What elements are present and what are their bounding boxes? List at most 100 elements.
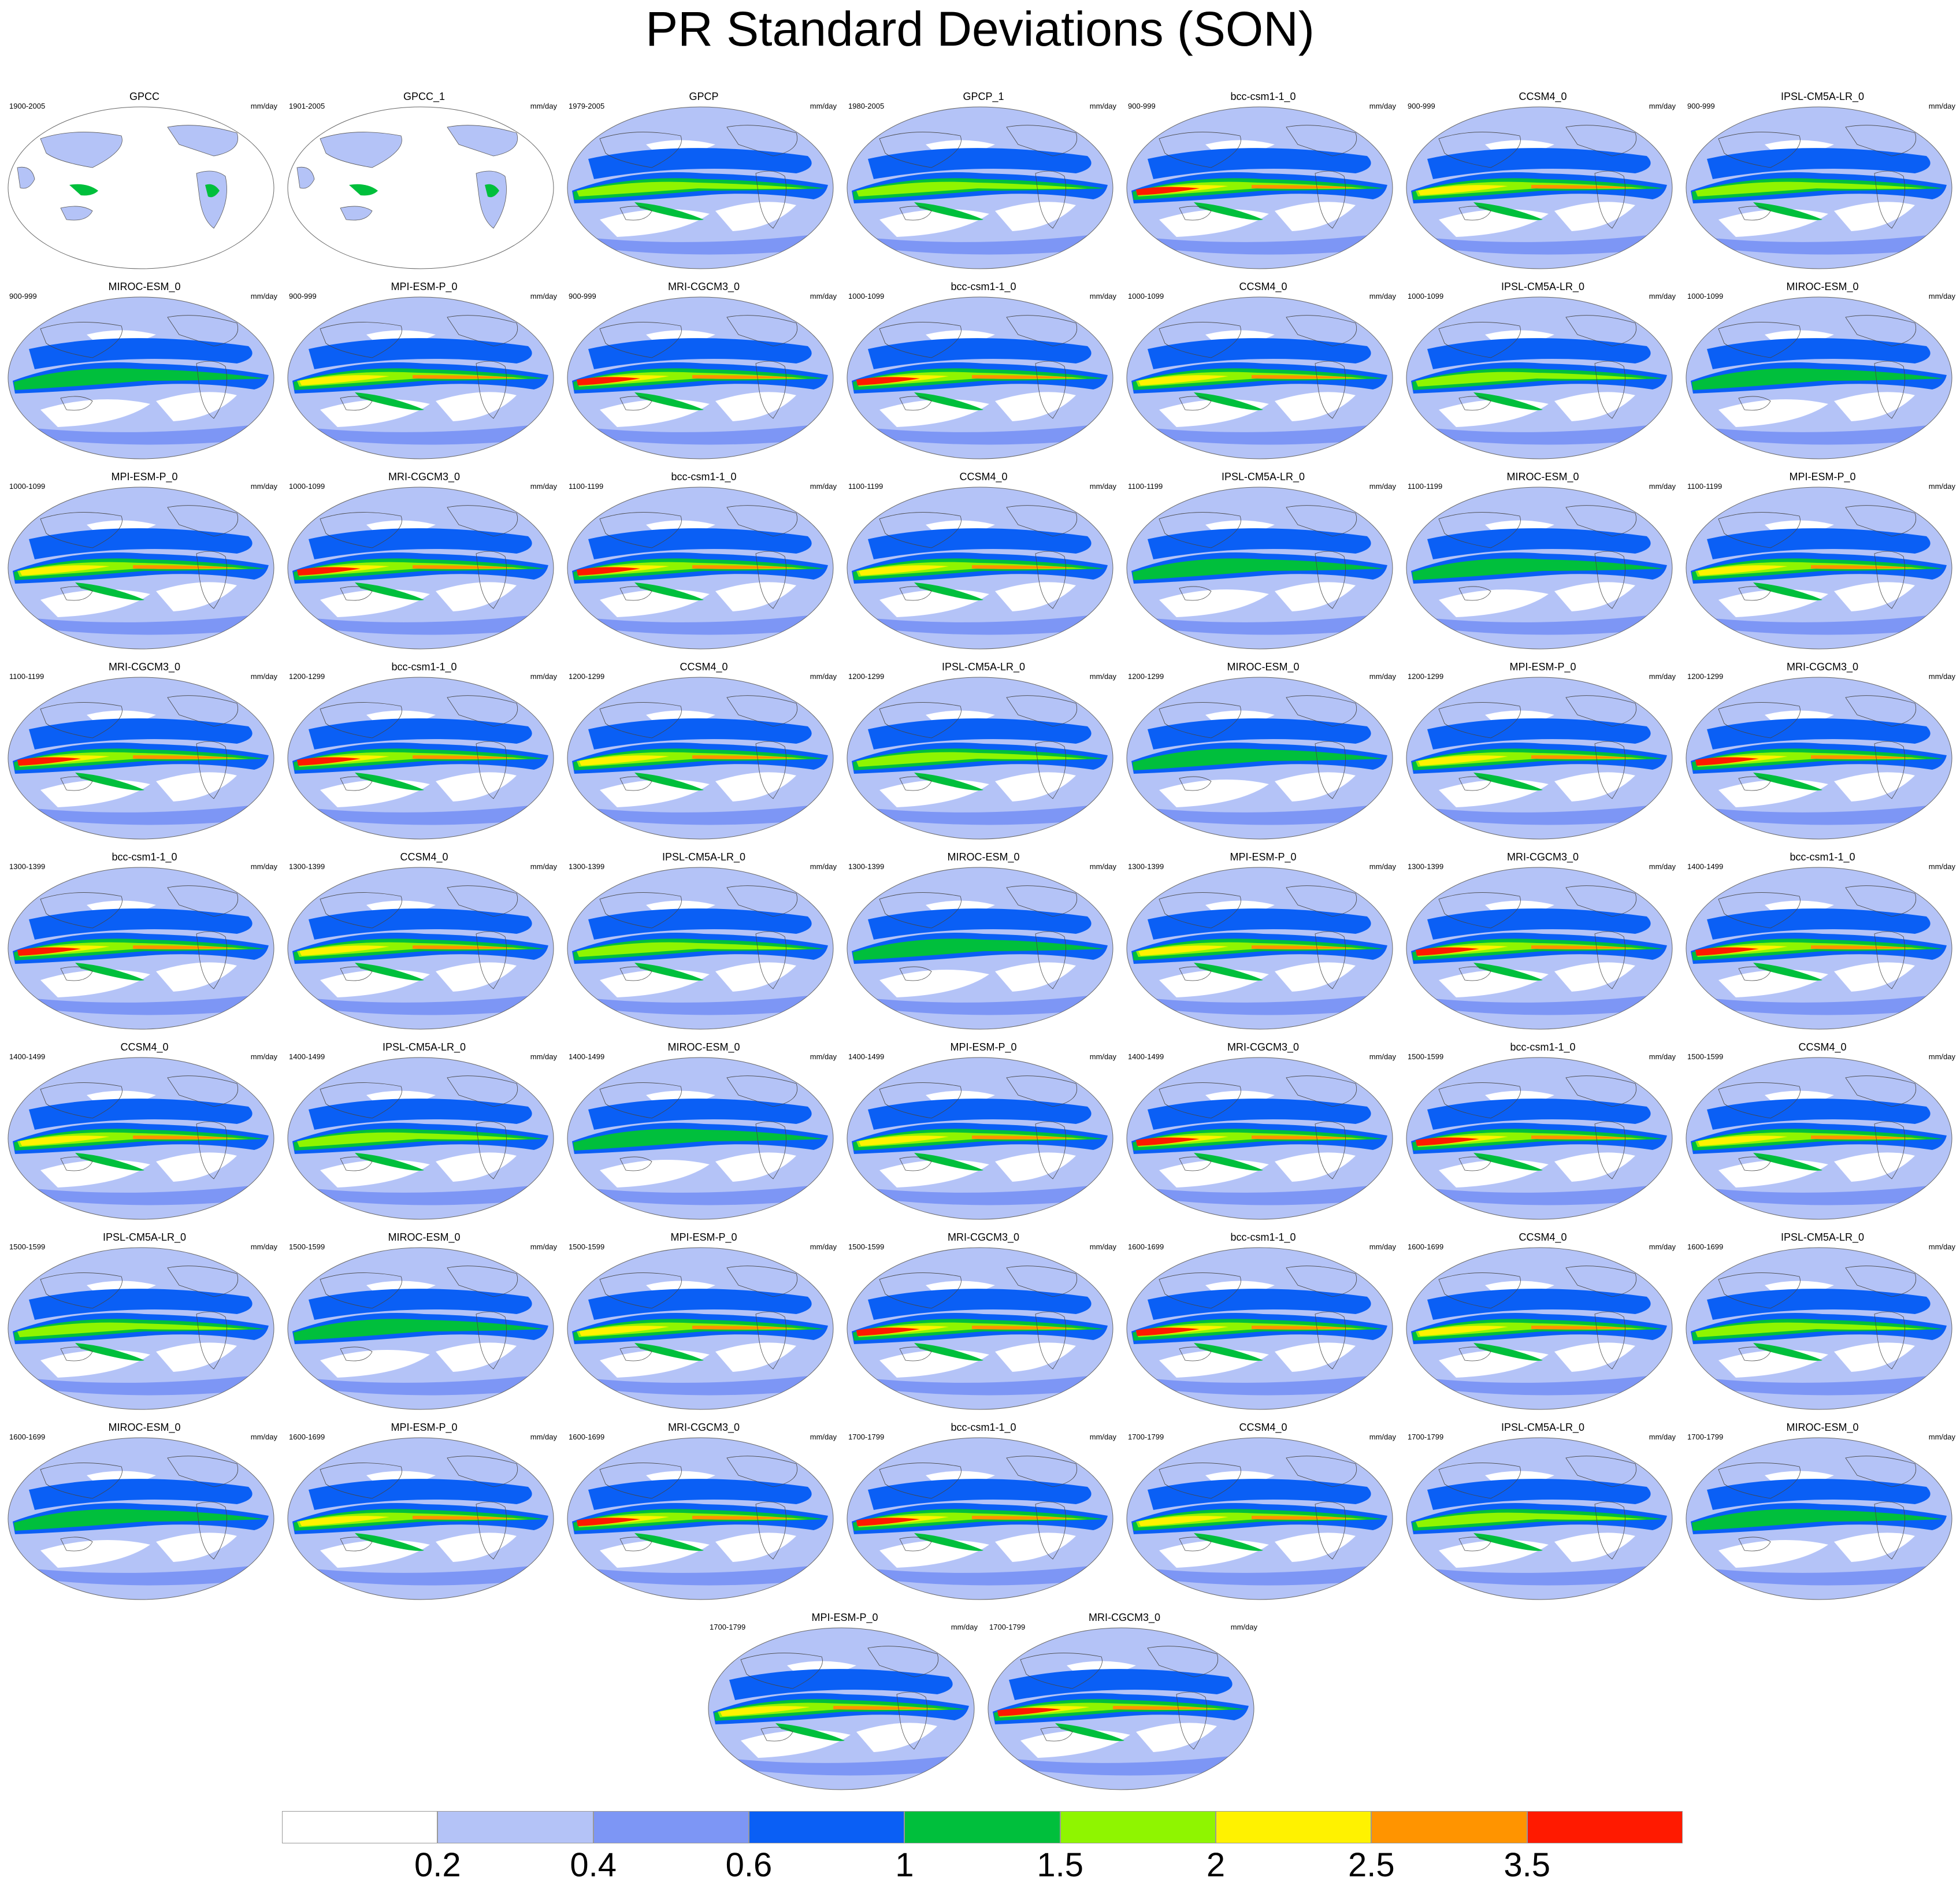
map-panel: MPI-ESM-P_0 1400-1499 mm/day	[844, 1041, 1123, 1231]
panel-units: mm/day	[1089, 862, 1116, 871]
panel-title: MIROC-ESM_0	[947, 851, 1020, 863]
world-map	[847, 1437, 1113, 1600]
panel-title: CCSM4_0	[1798, 1041, 1847, 1053]
world-map	[1126, 677, 1393, 840]
panel-title: MPI-ESM-P_0	[1230, 851, 1297, 863]
colorbar-label: 0.4	[570, 1846, 617, 1884]
panel-period: 1200-1299	[1408, 672, 1444, 681]
world-map	[1126, 1057, 1393, 1220]
map-panel: MRI-CGCM3_0 1200-1299 mm/day	[1683, 661, 1960, 851]
colorbar-label: 1	[895, 1846, 914, 1884]
panel-period: 1200-1299	[1128, 672, 1164, 681]
colorbar-box	[904, 1811, 1060, 1843]
panel-units: mm/day	[1089, 102, 1116, 110]
world-map	[8, 487, 274, 650]
panel-title: MPI-ESM-P_0	[391, 281, 458, 292]
panel-period: 1100-1199	[9, 672, 44, 681]
panel-period: 1200-1299	[289, 672, 325, 681]
panel-title: IPSL-CM5A-LR_0	[382, 1041, 466, 1053]
map-panel: MRI-CGCM3_0 1100-1199 mm/day	[5, 661, 284, 851]
map-panel: CCSM4_0 1300-1399 mm/day	[284, 851, 564, 1041]
panel-period: 1979-2005	[569, 102, 605, 110]
panel-units: mm/day	[250, 1433, 277, 1441]
panel-title: MRI-CGCM3_0	[388, 471, 460, 483]
map-panel: bcc-csm1-1_0 1400-1499 mm/day	[1683, 851, 1960, 1041]
world-map	[8, 106, 274, 269]
panel-units: mm/day	[810, 292, 837, 300]
panel-period: 1200-1299	[1687, 672, 1724, 681]
world-map	[287, 106, 554, 269]
panel-title: IPSL-CM5A-LR_0	[1501, 281, 1585, 292]
panel-title: MPI-ESM-P_0	[811, 1612, 878, 1623]
panel-title: bcc-csm1-1_0	[1510, 1041, 1576, 1053]
world-map	[847, 867, 1113, 1030]
world-map	[847, 106, 1113, 269]
world-map	[1406, 296, 1673, 459]
panel-period: 1500-1599	[569, 1242, 605, 1251]
map-panel: MPI-ESM-P_0 1700-1799 mm/day	[705, 1611, 985, 1802]
panel-period: 1000-1099	[848, 292, 885, 300]
map-panel: MIROC-ESM_0 1700-1799 mm/day	[1683, 1421, 1960, 1612]
panel-title: CCSM4_0	[400, 851, 448, 863]
panel-period: 1000-1099	[1687, 292, 1724, 300]
panel-units: mm/day	[250, 482, 277, 491]
panel-period: 1300-1399	[1128, 862, 1164, 871]
panel-title: bcc-csm1-1_0	[1230, 91, 1296, 102]
panel-units: mm/day	[1928, 292, 1955, 300]
panel-units: mm/day	[1649, 1242, 1676, 1251]
world-map	[287, 677, 554, 840]
panel-units: mm/day	[250, 862, 277, 871]
panel-period: 1300-1399	[289, 862, 325, 871]
world-map	[1686, 677, 1952, 840]
map-panel: GPCP_1 1980-2005 mm/day	[844, 90, 1123, 281]
world-map	[1126, 106, 1393, 269]
colorbar-label: 0.2	[414, 1846, 461, 1884]
panel-period: 900-999	[289, 292, 317, 300]
map-panel: IPSL-CM5A-LR_0 900-999 mm/day	[1683, 90, 1960, 281]
world-map	[1126, 487, 1393, 650]
panel-title: bcc-csm1-1_0	[951, 1422, 1016, 1433]
map-panel: GPCC 1900-2005 mm/day	[5, 90, 284, 281]
panel-title: MIROC-ESM_0	[108, 1422, 181, 1433]
map-panel: IPSL-CM5A-LR_0 1500-1599 mm/day	[5, 1231, 284, 1422]
panel-units: mm/day	[810, 862, 837, 871]
world-map	[1686, 296, 1952, 459]
panel-title: MIROC-ESM_0	[108, 281, 181, 292]
panel-units: mm/day	[1928, 1242, 1955, 1251]
panel-title: bcc-csm1-1_0	[951, 281, 1016, 292]
map-panel: IPSL-CM5A-LR_0 1200-1299 mm/day	[844, 661, 1123, 851]
panel-title: MRI-CGCM3_0	[108, 661, 180, 673]
panel-title: MIROC-ESM_0	[1227, 661, 1300, 673]
panel-period: 900-999	[1408, 102, 1435, 110]
panel-period: 1900-2005	[9, 102, 46, 110]
panel-period: 1400-1499	[569, 1052, 605, 1061]
world-map	[287, 1057, 554, 1220]
panel-title: MPI-ESM-P_0	[1509, 661, 1576, 673]
world-map	[847, 487, 1113, 650]
panel-units: mm/day	[530, 1242, 557, 1251]
world-map	[287, 296, 554, 459]
panel-units: mm/day	[250, 292, 277, 300]
panel-period: 1500-1599	[1408, 1052, 1444, 1061]
world-map	[1686, 1247, 1952, 1410]
panel-period: 1600-1699	[1408, 1242, 1444, 1251]
panel-title: IPSL-CM5A-LR_0	[662, 851, 746, 863]
colorbar	[282, 1811, 1683, 1843]
map-panel: CCSM4_0 1700-1799 mm/day	[1123, 1421, 1403, 1612]
panel-period: 1600-1699	[1687, 1242, 1724, 1251]
panel-units: mm/day	[810, 482, 837, 491]
panel-units: mm/day	[1928, 482, 1955, 491]
map-panel: MIROC-ESM_0 1400-1499 mm/day	[564, 1041, 844, 1231]
panel-period: 1400-1499	[848, 1052, 885, 1061]
map-panel: CCSM4_0 1200-1299 mm/day	[564, 661, 844, 851]
panel-units: mm/day	[530, 672, 557, 681]
panel-units: mm/day	[530, 482, 557, 491]
panel-period: 1400-1499	[289, 1052, 325, 1061]
map-panel: MRI-CGCM3_0 1400-1499 mm/day	[1123, 1041, 1403, 1231]
panel-title: IPSL-CM5A-LR_0	[102, 1231, 187, 1243]
map-panel: bcc-csm1-1_0 1300-1399 mm/day	[5, 851, 284, 1041]
colorbar-box	[1527, 1811, 1683, 1843]
panel-units: mm/day	[1928, 672, 1955, 681]
map-panel: MRI-CGCM3_0 1300-1399 mm/day	[1403, 851, 1683, 1041]
panel-title: bcc-csm1-1_0	[391, 661, 457, 673]
